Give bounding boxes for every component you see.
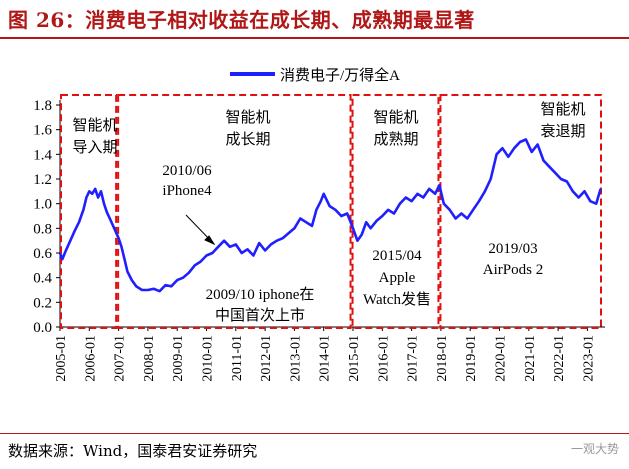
y-tick-label: 1.2 (33, 172, 52, 188)
title-rule (0, 37, 629, 39)
x-tick-label: 2018-01 (435, 335, 450, 382)
source-note: 数据来源：Wind，国泰君安证券研究 (8, 442, 258, 460)
annotation-china-launch: 2009/10 iphone在 (206, 286, 315, 303)
annotation-airpods: AirPods 2 (483, 262, 543, 278)
y-tick-label: 0.2 (33, 295, 52, 311)
x-tick-label: 2005-01 (54, 335, 69, 382)
annotation-arrowhead (204, 235, 216, 246)
legend-label: 消费电子/万得全A (280, 66, 400, 84)
phase-label: 智能机 (72, 116, 117, 134)
phase-label: 成熟期 (373, 131, 418, 148)
x-tick-label: 2009-01 (171, 335, 186, 382)
y-tick-label: 1.6 (33, 123, 52, 139)
x-tick-label: 2014-01 (318, 335, 333, 382)
x-tick-label: 2016-01 (376, 335, 391, 382)
phase-label: 衰退期 (540, 123, 585, 140)
footer-rule (0, 433, 629, 434)
x-tick-label: 2019-01 (464, 335, 479, 382)
y-tick-label: 1.0 (33, 197, 52, 213)
y-tick-label: 0.6 (33, 246, 52, 262)
phase-label: 智能机 (225, 108, 270, 126)
y-tick-label: 1.8 (33, 98, 52, 114)
x-tick-label: 2021-01 (523, 335, 538, 382)
y-tick-label: 0.4 (33, 271, 52, 287)
phase-box (439, 94, 602, 329)
annotation-apple-watch: 2015/04 (372, 248, 422, 264)
annotation-iphone4: 2010/06 (162, 163, 212, 179)
line-chart: 消费电子/万得全A 0.0 0.2 0.4 0.6 0.8 1.0 1.2 1.4 1.6 1.8 2… (33, 66, 605, 382)
annotation-china-launch: 中国首次上市 (215, 307, 305, 324)
phase-box (60, 94, 118, 329)
annotation-airpods: 2019/03 (488, 241, 537, 257)
x-tick-label: 2006-01 (83, 335, 98, 382)
x-tick-label: 2010-01 (201, 335, 216, 382)
x-tick-label: 2023-01 (581, 335, 596, 382)
x-tick-label: 2008-01 (142, 335, 157, 382)
phase-label: 智能机 (373, 108, 418, 126)
x-tick-label: 2017-01 (406, 335, 421, 382)
x-tick-label: 2012-01 (259, 335, 274, 382)
y-tick-label: 0.8 (33, 221, 52, 237)
x-tick-label: 2013-01 (288, 335, 303, 382)
phase-box (117, 94, 352, 329)
phase-label: 智能机 (540, 100, 585, 118)
phase-label: 成长期 (225, 131, 270, 148)
x-tick-label: 2015-01 (347, 335, 362, 382)
annotation-apple-watch: Apple (379, 270, 416, 286)
watermark: 一观大势 (570, 442, 619, 456)
x-tick-label: 2022-01 (552, 335, 567, 382)
x-tick-label: 2011-01 (230, 335, 245, 381)
annotation-apple-watch: Watch发售 (363, 291, 431, 308)
annotation-iphone4: iPhone4 (162, 183, 212, 199)
series-line (58, 138, 602, 293)
x-tick-label: 2007-01 (113, 335, 128, 382)
y-tick-label: 1.4 (33, 147, 52, 163)
chart-title: 图 26：消费电子相对收益在成长期、成熟期最显著 (8, 8, 475, 32)
phase-label: 导入期 (72, 139, 117, 156)
y-tick-label: 0.0 (33, 320, 52, 336)
phase-box (351, 94, 440, 329)
x-tick-label: 2020-01 (494, 335, 509, 382)
